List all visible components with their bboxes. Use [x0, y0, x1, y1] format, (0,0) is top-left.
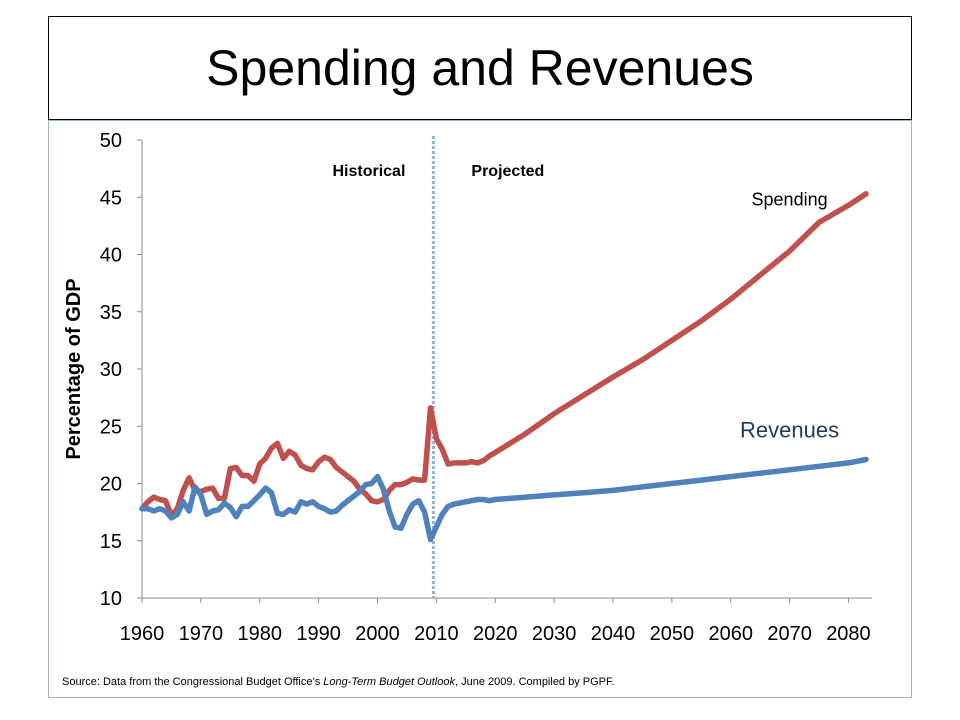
x-tick-label-2010: 2010 — [414, 623, 459, 645]
x-tick-label-1970: 1970 — [179, 623, 224, 645]
y-tick-label-30: 30 — [100, 359, 122, 381]
divider-label-projected: Projected — [471, 163, 544, 180]
y-tick-label-35: 35 — [100, 302, 122, 324]
x-tick-label-2080: 2080 — [826, 623, 871, 645]
x-tick-label-2000: 2000 — [355, 623, 400, 645]
x-tick-label-2070: 2070 — [767, 623, 812, 645]
x-tick-label-1960: 1960 — [120, 623, 165, 645]
series-label-spending: Spending — [752, 189, 828, 209]
y-tick-label-10: 10 — [100, 588, 122, 610]
source-prefix: Source: Data from the Congressional Budg… — [62, 676, 324, 688]
y-tick-label-45: 45 — [100, 187, 122, 209]
x-tick-label-2050: 2050 — [650, 623, 695, 645]
series-line-revenues — [139, 456, 869, 543]
source-note: Source: Data from the Congressional Budg… — [62, 676, 615, 688]
x-tick-label-1990: 1990 — [296, 623, 341, 645]
y-axis-title: Percentage of GDP — [63, 278, 85, 459]
slide-title: Spending and Revenues — [206, 40, 754, 96]
y-tick-label-50: 50 — [100, 130, 122, 152]
x-tick-label-2060: 2060 — [708, 623, 753, 645]
y-tick-label-25: 25 — [100, 416, 122, 438]
line-chart: 10 15 20 25 30 35 40 45 50 1960 1970 1980 1990 2000 20… — [63, 130, 872, 645]
chart-frame — [48, 120, 912, 698]
x-tick-label-2020: 2020 — [473, 623, 518, 645]
title-box: Spending and Revenues — [48, 16, 912, 120]
source-publication: Long-Term Budget Outlook — [323, 676, 455, 688]
x-tick-label-2040: 2040 — [591, 623, 636, 645]
x-tick-label-1980: 1980 — [237, 623, 282, 645]
y-tick-label-20: 20 — [100, 474, 122, 496]
source-suffix: , June 2009. Compiled by PGPF. — [454, 676, 615, 688]
y-tick-label-40: 40 — [100, 245, 122, 267]
y-tick-label-15: 15 — [100, 531, 122, 553]
x-tick-label-2030: 2030 — [532, 623, 577, 645]
series-label-revenues: Revenues — [740, 418, 839, 443]
divider-label-historical: Historical — [332, 163, 405, 180]
series-line-spending — [139, 191, 869, 519]
